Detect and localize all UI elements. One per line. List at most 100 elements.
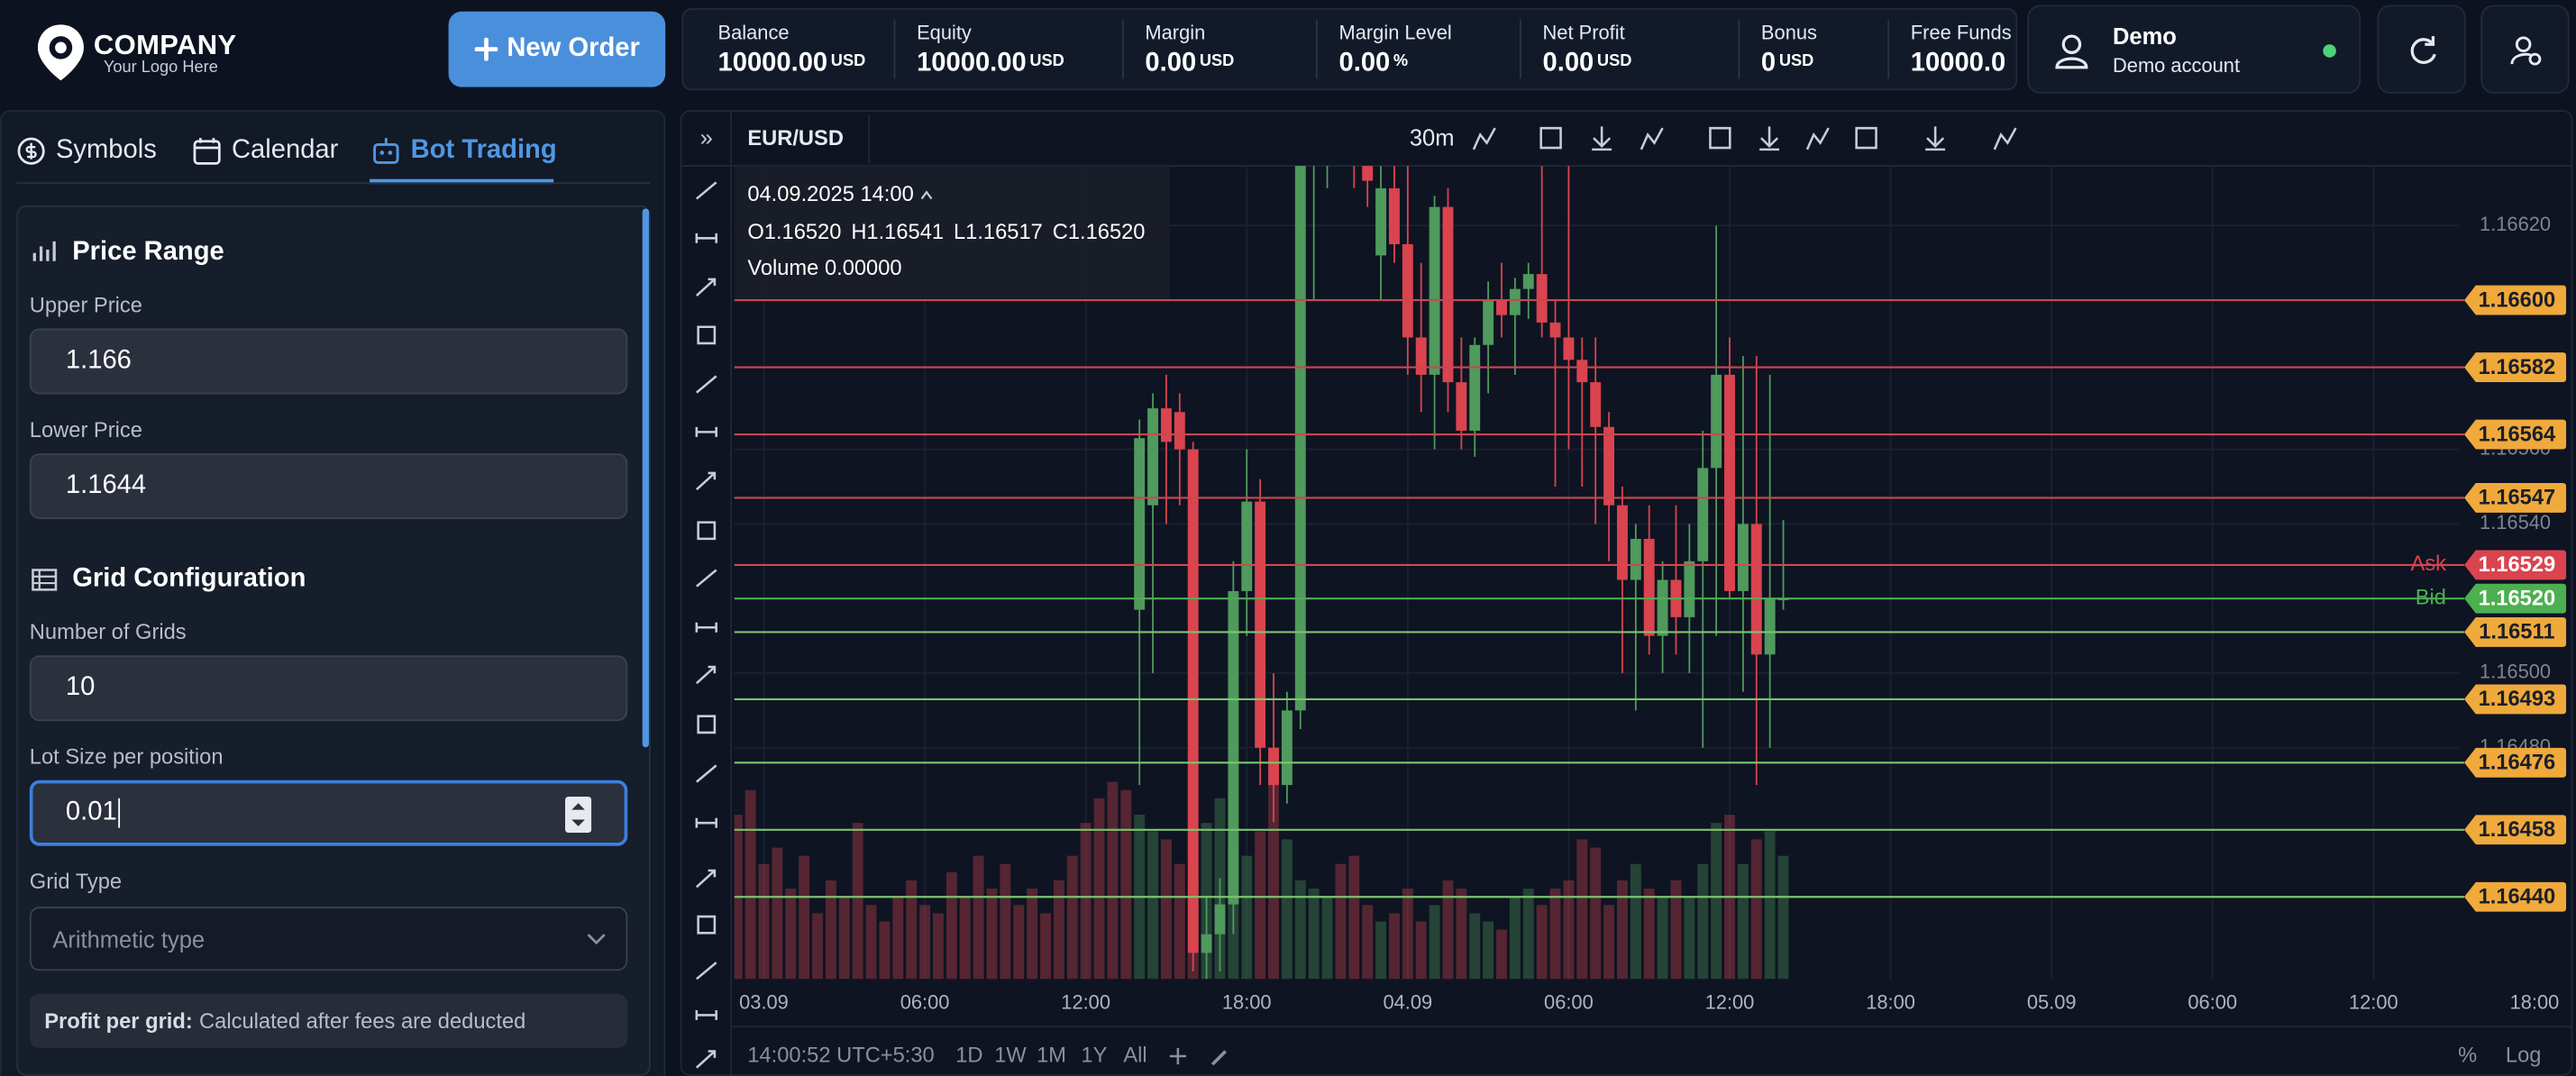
volume-bar (1684, 897, 1695, 980)
drawing-tool[interactable] (695, 869, 717, 889)
toolbar-button[interactable] (1925, 126, 1946, 151)
grids-input[interactable]: 10 (29, 655, 628, 722)
drawing-tool[interactable] (695, 817, 717, 828)
range-button[interactable]: 1W (994, 1044, 1027, 1067)
drawing-tool[interactable] (695, 1009, 717, 1020)
lower-price-input[interactable]: 1.1644 (29, 453, 628, 519)
volume-bar (1442, 880, 1454, 980)
x-tick-label: 12:00 (2349, 990, 2398, 1013)
drawing-tool[interactable] (696, 962, 717, 980)
range-button[interactable]: All (1123, 1044, 1146, 1067)
drawing-tool[interactable] (696, 375, 717, 394)
tab-symbols[interactable]: Symbols (16, 136, 157, 166)
volume-bar (1402, 889, 1413, 980)
toolbar-button[interactable] (1539, 126, 1562, 150)
volume-bar (879, 921, 891, 980)
volume-bar (1335, 863, 1347, 980)
volume-bar (1107, 781, 1119, 980)
drawing-tool[interactable] (695, 278, 717, 297)
refresh-button[interactable] (2377, 5, 2466, 94)
new-order-button[interactable]: New Order (448, 11, 666, 87)
x-tick-label: 06:00 (900, 990, 950, 1013)
volume-bar (1040, 913, 1051, 980)
tab-icon (373, 138, 399, 164)
grid-type-select[interactable]: Arithmetic type (29, 907, 628, 971)
drawing-tool[interactable] (697, 915, 717, 935)
volume-bar (1093, 798, 1105, 980)
timeframe[interactable]: 30m (1410, 126, 1455, 151)
toolbar-button[interactable] (1472, 127, 1496, 150)
drawing-tool[interactable] (695, 1050, 717, 1069)
volume-bar (1590, 847, 1602, 980)
drawing-tool[interactable] (695, 622, 717, 633)
tab-icon (17, 137, 45, 165)
symbol[interactable]: EUR/USD (747, 127, 844, 150)
toolbar-button[interactable] (1805, 127, 1830, 150)
ohlc-value: 1.16520 (1068, 221, 1146, 244)
ohlc-value: 1.16520 (764, 221, 842, 244)
tab-icon (193, 138, 221, 165)
plot-area (734, 166, 2460, 980)
volume-bar (799, 855, 810, 980)
volume-bar (1630, 863, 1641, 980)
volume-bar (1777, 855, 1789, 980)
candle-body (1375, 187, 1387, 256)
volume-bar (1174, 863, 1185, 980)
stat-number: 0.00 (1542, 49, 1594, 78)
stat-label: Margin Level (1338, 21, 1452, 45)
drawing-tool[interactable] (695, 471, 717, 491)
drawing-tool[interactable] (696, 764, 717, 783)
volume-bar (1375, 921, 1387, 980)
toolbar-button[interactable] (1592, 126, 1612, 151)
tab-divider (16, 182, 651, 185)
ohlc-key: O (747, 221, 763, 244)
toolbar-button[interactable] (1855, 126, 1877, 150)
account-box[interactable]: Demo Demo account (2027, 5, 2361, 94)
stat-number: 10000.0 (1910, 49, 2006, 78)
ohlc-value: 1.16517 (965, 221, 1043, 244)
drawing-tool[interactable] (696, 181, 717, 200)
profit-note: Profit per grid: Calculated after fees ar… (29, 993, 628, 1048)
toolbar-button[interactable] (1709, 126, 1731, 150)
drawing-tool[interactable] (697, 521, 717, 541)
toolbar-button[interactable] (1993, 127, 2017, 150)
user-settings-button[interactable] (2480, 5, 2570, 94)
toolbar-button[interactable] (1640, 127, 1664, 150)
candle-body (1187, 449, 1199, 953)
range-button[interactable]: 1Y (1081, 1044, 1107, 1067)
volume-bar (1522, 889, 1534, 980)
stat-value: 10000.0 (1911, 50, 2005, 79)
volume-bar (1737, 863, 1749, 980)
lot-size-input[interactable]: 0.01 (29, 780, 628, 846)
drawing-tool[interactable] (697, 325, 717, 345)
drawing-tool[interactable] (695, 426, 717, 437)
tab-calendar[interactable]: Calendar (192, 136, 338, 166)
quote-tag (2464, 550, 2567, 580)
drawing-tool[interactable] (695, 665, 717, 685)
candle-body (1429, 206, 1440, 375)
candle-body (1711, 374, 1722, 469)
drawing-tool[interactable] (696, 569, 717, 588)
grid-level-tag (2464, 352, 2567, 382)
ohlc-key: C (1053, 221, 1068, 244)
refresh-icon (2410, 36, 2436, 64)
range-button[interactable]: 1D (955, 1044, 982, 1067)
volume-bar (1053, 880, 1064, 980)
volume-bar (758, 863, 770, 980)
drawing-tool[interactable] (695, 233, 717, 243)
drawing-tool[interactable] (697, 715, 717, 734)
volume-bar (772, 847, 783, 980)
new-order-label: New Order (507, 34, 640, 63)
collapse-icon[interactable] (920, 190, 933, 200)
toolbar-button[interactable] (1759, 126, 1779, 151)
tab-bot-trading[interactable]: Bot Trading (371, 136, 557, 166)
select-value: Arithmetic type (52, 926, 206, 953)
range-button[interactable]: 1M (1037, 1044, 1066, 1067)
expand-icon[interactable]: » (700, 126, 713, 151)
info-volume: Volume 0.00000 (747, 257, 901, 280)
spinner[interactable] (565, 797, 592, 834)
volume-bar (825, 880, 836, 980)
volume-bar (1120, 789, 1132, 980)
upper-price-input[interactable]: 1.166 (29, 328, 628, 395)
y-tick-label: 1.16540 (2480, 511, 2551, 533)
